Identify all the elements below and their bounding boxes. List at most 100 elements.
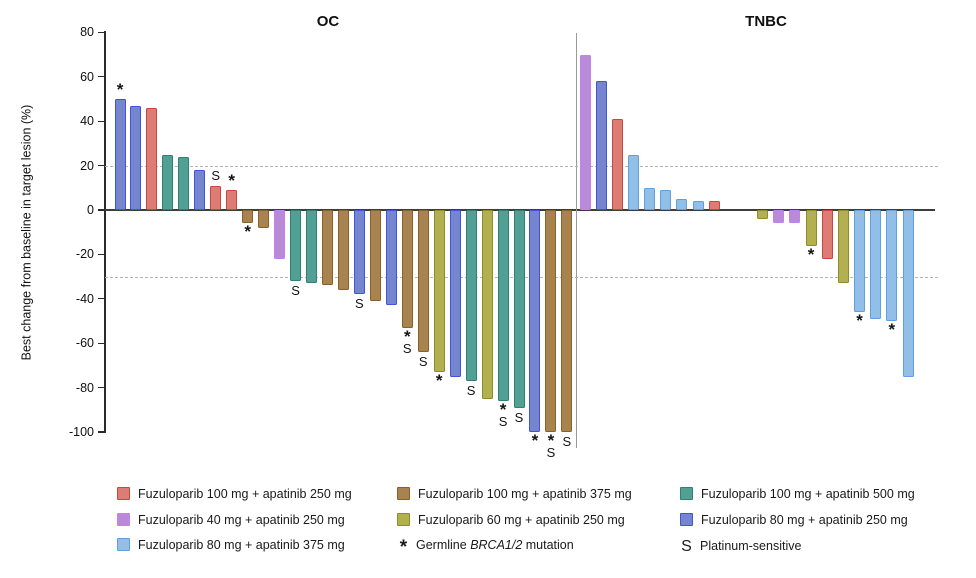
bar-annotation-asterisk-s: * S — [397, 326, 417, 355]
bar-annotation-s: S — [413, 355, 433, 368]
y-axis-tick-label: -20 — [75, 247, 94, 262]
bar-oc-20 — [417, 210, 429, 353]
bar-annotation-s: S — [206, 169, 226, 182]
y-axis-tick-label: -80 — [75, 380, 94, 395]
s-glyph: S — [355, 296, 364, 312]
bar-tnbc-4 — [627, 154, 639, 210]
legend-item-fz60_ap250: Fuzuloparib 60 mg + apatinib 250 mg — [397, 512, 625, 531]
bar-oc-18 — [385, 210, 397, 306]
bar-tnbc-16 — [821, 210, 833, 259]
bar-oc-9 — [242, 210, 254, 224]
bar-tnbc-1 — [579, 54, 591, 210]
bar-tnbc-7 — [676, 198, 688, 210]
bar-annotation-asterisk: * — [429, 371, 449, 391]
bar-tnbc-15 — [805, 210, 817, 246]
bar-tnbc-6 — [660, 190, 672, 210]
bar-oc-19 — [401, 210, 413, 328]
bar-oc-6 — [194, 170, 206, 210]
legend-label: Fuzuloparib 100 mg + apatinib 250 mg — [138, 487, 352, 501]
bar-tnbc-9 — [708, 201, 720, 210]
bar-oc-13 — [306, 210, 318, 284]
bar-oc-16 — [353, 210, 365, 295]
legend-item-platinum-sensitive: S Platinum-sensitive — [680, 538, 801, 556]
legend-label: Fuzuloparib 60 mg + apatinib 250 mg — [418, 512, 625, 527]
y-axis-tick-label: 0 — [87, 203, 94, 217]
asterisk-glyph: * — [547, 431, 555, 450]
bar-oc-23 — [465, 210, 477, 381]
legend-item-fz80_ap250: Fuzuloparib 80 mg + apatinib 250 mg — [680, 512, 908, 531]
bar-tnbc-14 — [789, 210, 801, 224]
bar-oc-2 — [130, 105, 142, 210]
s-glyph: S — [211, 167, 221, 183]
bar-oc-26 — [513, 210, 525, 408]
bar-oc-25 — [497, 210, 509, 401]
y-axis-tick — [98, 164, 104, 167]
bar-oc-22 — [449, 210, 461, 377]
legend-item-fz40_ap250: Fuzuloparib 40 mg + apatinib 250 mg — [117, 512, 345, 531]
bar-annotation-s: S — [557, 435, 577, 448]
legend-swatch — [680, 512, 693, 526]
bar-tnbc-5 — [644, 187, 656, 210]
y-axis-tick-label: 60 — [80, 69, 94, 84]
bar-oc-27 — [529, 210, 541, 432]
legend-label: Fuzuloparib 100 mg + apatinib 375 mg — [418, 487, 632, 501]
bar-annotation-s: S — [461, 384, 481, 397]
legend-label: Fuzuloparib 100 mg + apatinib 500 mg — [701, 487, 915, 501]
asterisk-glyph: * — [435, 371, 443, 391]
bar-annotation-asterisk-s: * S — [493, 401, 513, 428]
bar-oc-14 — [321, 210, 333, 286]
legend-item-fz100_ap500: Fuzuloparib 100 mg + apatinib 500 mg — [680, 487, 915, 505]
y-axis-tick — [98, 431, 104, 433]
legend-label: Fuzuloparib 80 mg + apatinib 375 mg — [138, 538, 345, 552]
bar-tnbc-13 — [773, 210, 785, 224]
bar-oc-29 — [561, 210, 573, 432]
asterisk-glyph: * — [888, 320, 896, 339]
panel-separator-line — [576, 33, 578, 448]
bar-tnbc-21 — [902, 210, 914, 377]
bar-oc-7 — [210, 185, 222, 210]
asterisk-glyph: * — [807, 244, 815, 264]
y-axis-tick-label: -100 — [68, 425, 94, 439]
zero-baseline — [105, 209, 935, 211]
bar-annotation-asterisk: * — [525, 432, 545, 449]
bar-tnbc-20 — [886, 210, 898, 321]
asterisk-legend-glyph: * — [399, 537, 408, 558]
y-axis-tick-label: 20 — [80, 158, 94, 173]
bar-annotation-s: S — [509, 411, 529, 424]
bar-tnbc-18 — [854, 210, 866, 313]
legend-label: Germline BRCA1/2 mutation — [416, 538, 574, 552]
legend-label: Fuzuloparib 40 mg + apatinib 250 mg — [138, 512, 345, 527]
bar-oc-12 — [290, 210, 302, 282]
y-axis-tick — [98, 386, 104, 389]
bar-oc-17 — [369, 210, 381, 302]
bar-oc-11 — [274, 210, 286, 259]
asterisk-glyph: * — [403, 326, 411, 346]
y-axis-tick-label: 80 — [80, 25, 94, 40]
bar-annotation-asterisk: * — [222, 172, 242, 189]
legend-swatch — [117, 487, 130, 500]
asterisk-glyph: * — [116, 80, 124, 99]
bar-annotation-s: S — [286, 284, 306, 297]
bar-tnbc-12 — [757, 210, 769, 219]
legend-swatch — [117, 512, 130, 526]
bar-annotation-asterisk: * — [850, 311, 870, 331]
asterisk-glyph: * — [856, 311, 863, 331]
legend-swatch — [397, 487, 410, 500]
legend-label: Platinum-sensitive — [700, 539, 802, 553]
legend-label: Fuzuloparib 80 mg + apatinib 250 mg — [701, 512, 908, 527]
bar-tnbc-19 — [870, 210, 882, 319]
bar-annotation-asterisk-s: * S — [541, 431, 561, 460]
y-axis-tick — [98, 209, 104, 211]
y-axis-tick — [98, 342, 104, 344]
bar-annotation-asterisk: * — [110, 80, 130, 99]
bar-oc-21 — [433, 210, 445, 373]
y-axis-tick-label: 40 — [80, 114, 94, 129]
y-axis-tick — [98, 298, 104, 300]
reference-line-20 — [105, 165, 938, 167]
s-glyph: S — [546, 445, 556, 460]
asterisk-glyph: * — [244, 222, 251, 242]
y-axis-tick — [98, 120, 104, 122]
bar-tnbc-17 — [837, 210, 849, 284]
bar-oc-4 — [162, 154, 174, 210]
bar-oc-1 — [114, 99, 126, 210]
